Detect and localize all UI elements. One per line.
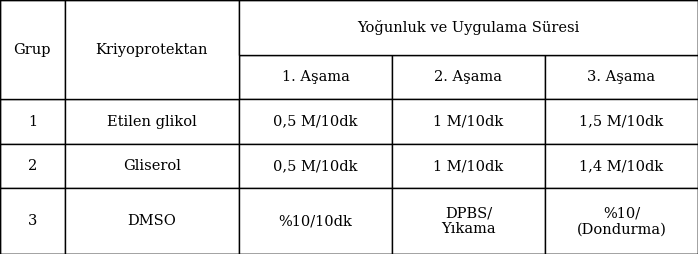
Text: 0,5 M/10dk: 0,5 M/10dk (273, 159, 357, 173)
Bar (0, 55, 65, 100)
Bar (0, 188, 65, 254)
Bar (0, 0, 65, 100)
Bar (0, 144, 65, 188)
Bar (545, 55, 698, 100)
Text: Kriyoprotektan: Kriyoprotektan (96, 43, 208, 57)
Text: 1,5 M/10dk: 1,5 M/10dk (579, 115, 664, 129)
Bar (65, 100, 239, 144)
Bar (239, 100, 392, 144)
Bar (239, 0, 392, 55)
Bar (545, 144, 698, 188)
Text: DPBS/
Yıkama: DPBS/ Yıkama (441, 206, 496, 236)
Bar (392, 55, 545, 100)
Bar (65, 0, 239, 55)
Bar (239, 144, 392, 188)
Bar (65, 188, 239, 254)
Text: 3. Aşama: 3. Aşama (588, 70, 655, 84)
Text: 1 M/10dk: 1 M/10dk (433, 115, 503, 129)
Text: 1: 1 (28, 115, 37, 129)
Text: 0,5 M/10dk: 0,5 M/10dk (273, 115, 357, 129)
Bar (0, 100, 65, 144)
Bar (65, 0, 239, 100)
Text: 1 M/10dk: 1 M/10dk (433, 159, 503, 173)
Text: 3: 3 (28, 214, 37, 228)
Bar (545, 0, 698, 55)
Bar (239, 188, 392, 254)
Bar (545, 188, 698, 254)
Bar (0, 0, 65, 55)
Text: 1. Aşama: 1. Aşama (281, 70, 350, 84)
Bar (65, 144, 239, 188)
Bar (239, 0, 698, 55)
Text: 2: 2 (28, 159, 37, 173)
Text: %10/10dk: %10/10dk (279, 214, 352, 228)
Text: 1,4 M/10dk: 1,4 M/10dk (579, 159, 664, 173)
Text: Etilen glikol: Etilen glikol (107, 115, 197, 129)
Text: Yoğunluk ve Uygulama Süresi: Yoğunluk ve Uygulama Süresi (357, 20, 579, 35)
Text: DMSO: DMSO (128, 214, 177, 228)
Bar (65, 55, 239, 100)
Bar (239, 55, 392, 100)
Text: 2. Aşama: 2. Aşama (434, 70, 503, 84)
Bar (545, 100, 698, 144)
Bar (392, 100, 545, 144)
Text: Grup: Grup (14, 43, 51, 57)
Text: %10/
(Dondurma): %10/ (Dondurma) (577, 206, 667, 236)
Bar (392, 0, 545, 55)
Bar (392, 144, 545, 188)
Text: Gliserol: Gliserol (123, 159, 181, 173)
Bar (392, 188, 545, 254)
